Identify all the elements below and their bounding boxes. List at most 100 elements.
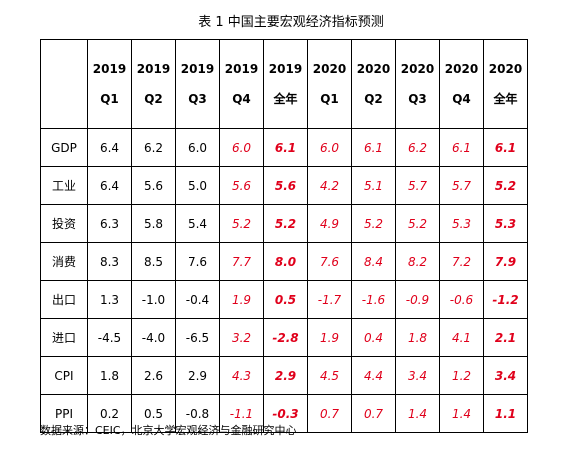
table-cell: 0.5 bbox=[263, 280, 308, 319]
table-cell: -0.4 bbox=[175, 280, 220, 319]
table-cell: 5.6 bbox=[263, 166, 308, 205]
table-cell: 7.7 bbox=[219, 242, 264, 281]
table-cell: 1.9 bbox=[307, 318, 352, 357]
table-cell: 4.1 bbox=[439, 318, 484, 357]
table-cell: 0.2 bbox=[87, 394, 132, 433]
table-cell: 1.4 bbox=[395, 394, 440, 433]
header-year: 2019 bbox=[268, 62, 303, 76]
table-cell: 1.8 bbox=[395, 318, 440, 357]
table-cell: 5.2 bbox=[483, 166, 528, 205]
table-cell: 2.9 bbox=[263, 356, 308, 395]
table-cell: -1.7 bbox=[307, 280, 352, 319]
table-cell: -0.8 bbox=[175, 394, 220, 433]
row-label: 投资 bbox=[40, 204, 88, 243]
source-note: 数据来源：CEIC，北京大学宏观经济与金融研究中心 bbox=[40, 424, 297, 437]
header-cell: 2019 Q1 bbox=[87, 39, 132, 129]
table-cell: 1.3 bbox=[87, 280, 132, 319]
table-cell: 5.2 bbox=[351, 204, 396, 243]
header-cell: 2019 Q4 bbox=[219, 39, 264, 129]
header-year: 2019 bbox=[92, 62, 127, 76]
header-period: Q4 bbox=[452, 92, 471, 106]
row-label: PPI bbox=[40, 394, 88, 433]
table-cell: 6.2 bbox=[131, 128, 176, 167]
table-cell: 5.6 bbox=[131, 166, 176, 205]
table-cell: 5.8 bbox=[131, 204, 176, 243]
table-title: 表 1 中国主要宏观经济指标预测 bbox=[198, 15, 384, 30]
table-cell: 6.4 bbox=[87, 166, 132, 205]
header-cell: 2020 Q2 bbox=[351, 39, 396, 129]
header-year: 2020 bbox=[312, 62, 347, 76]
table-cell: -0.9 bbox=[395, 280, 440, 319]
table-cell: 2.9 bbox=[175, 356, 220, 395]
table-row: 出口 1.3 -1.0 -0.4 1.9 0.5 -1.7 -1.6 -0.9 -0.6 -1.2 bbox=[40, 280, 528, 319]
header-cell: 2020 Q1 bbox=[307, 39, 352, 129]
table-cell: 5.6 bbox=[219, 166, 264, 205]
table-cell: 1.4 bbox=[439, 394, 484, 433]
table-cell: 3.4 bbox=[483, 356, 528, 395]
table-cell: 6.0 bbox=[175, 128, 220, 167]
table-cell: 8.4 bbox=[351, 242, 396, 281]
table-cell: 4.9 bbox=[307, 204, 352, 243]
table-cell: 0.7 bbox=[351, 394, 396, 433]
forecast-table: 2019 Q1 2019 Q2 2019 Q3 2019 Q4 2019 全年 2020 Q… bbox=[40, 39, 528, 433]
header-row: 2019 Q1 2019 Q2 2019 Q3 2019 Q4 2019 全年 2020 Q… bbox=[40, 39, 528, 129]
table-cell: 5.4 bbox=[175, 204, 220, 243]
header-cell: 2019 Q3 bbox=[175, 39, 220, 129]
table-row: CPI 1.8 2.6 2.9 4.3 2.9 4.5 4.4 3.4 1.2 3.4 bbox=[40, 356, 528, 395]
table-cell: 7.2 bbox=[439, 242, 484, 281]
header-period: Q1 bbox=[100, 92, 119, 106]
table-cell: 8.5 bbox=[131, 242, 176, 281]
header-year: 2020 bbox=[400, 62, 435, 76]
header-period: Q3 bbox=[408, 92, 427, 106]
header-cell: 2020 全年 bbox=[483, 39, 528, 129]
table-cell: 6.1 bbox=[439, 128, 484, 167]
table-row: 工业 6.4 5.6 5.0 5.6 5.6 4.2 5.1 5.7 5.7 5.2 bbox=[40, 166, 528, 205]
table-cell: 1.2 bbox=[439, 356, 484, 395]
table-cell: 3.2 bbox=[219, 318, 264, 357]
header-period: 全年 bbox=[493, 92, 518, 106]
table-cell: 6.0 bbox=[219, 128, 264, 167]
header-period: 全年 bbox=[273, 92, 298, 106]
table-cell: -6.5 bbox=[175, 318, 220, 357]
table-cell: 0.4 bbox=[351, 318, 396, 357]
table-row: 进口 -4.5 -4.0 -6.5 3.2 -2.8 1.9 0.4 1.8 4.1 2.1 bbox=[40, 318, 528, 357]
table-cell: 4.5 bbox=[307, 356, 352, 395]
header-year: 2020 bbox=[488, 62, 523, 76]
table-cell: -1.2 bbox=[483, 280, 528, 319]
table-body: GDP 6.4 6.2 6.0 6.0 6.1 6.0 6.1 6.2 6.1 6.1 工业 6.4 5.… bbox=[40, 128, 528, 433]
table-cell: 6.1 bbox=[351, 128, 396, 167]
row-label: 进口 bbox=[40, 318, 88, 357]
table-cell: -1.0 bbox=[131, 280, 176, 319]
table-cell: 4.2 bbox=[307, 166, 352, 205]
table-cell: 7.6 bbox=[175, 242, 220, 281]
table-cell: 5.1 bbox=[351, 166, 396, 205]
table-cell: 5.2 bbox=[263, 204, 308, 243]
row-label: 消费 bbox=[40, 242, 88, 281]
table-cell: 7.6 bbox=[307, 242, 352, 281]
table-cell: 6.3 bbox=[87, 204, 132, 243]
table-row: 投资 6.3 5.8 5.4 5.2 5.2 4.9 5.2 5.2 5.3 5.3 bbox=[40, 204, 528, 243]
table-cell: 8.2 bbox=[395, 242, 440, 281]
row-label: CPI bbox=[40, 356, 88, 395]
table-cell: 2.1 bbox=[483, 318, 528, 357]
table-cell: -0.6 bbox=[439, 280, 484, 319]
table-cell: 1.1 bbox=[483, 394, 528, 433]
table-cell: 0.7 bbox=[307, 394, 352, 433]
table-cell: 6.0 bbox=[307, 128, 352, 167]
table-cell: 1.8 bbox=[87, 356, 132, 395]
header-year: 2020 bbox=[444, 62, 479, 76]
table-cell: 5.2 bbox=[219, 204, 264, 243]
header-cell: 2020 Q3 bbox=[395, 39, 440, 129]
table-cell: 4.4 bbox=[351, 356, 396, 395]
table-cell: 6.4 bbox=[87, 128, 132, 167]
table-cell: -1.6 bbox=[351, 280, 396, 319]
table-cell: -4.0 bbox=[131, 318, 176, 357]
table-cell: -4.5 bbox=[87, 318, 132, 357]
table-cell: 4.3 bbox=[219, 356, 264, 395]
header-year: 2019 bbox=[224, 62, 259, 76]
table-cell: 5.3 bbox=[483, 204, 528, 243]
table-cell: 5.0 bbox=[175, 166, 220, 205]
table-cell: 8.0 bbox=[263, 242, 308, 281]
header-period: Q2 bbox=[144, 92, 163, 106]
header-cell: 2019 全年 bbox=[263, 39, 308, 129]
